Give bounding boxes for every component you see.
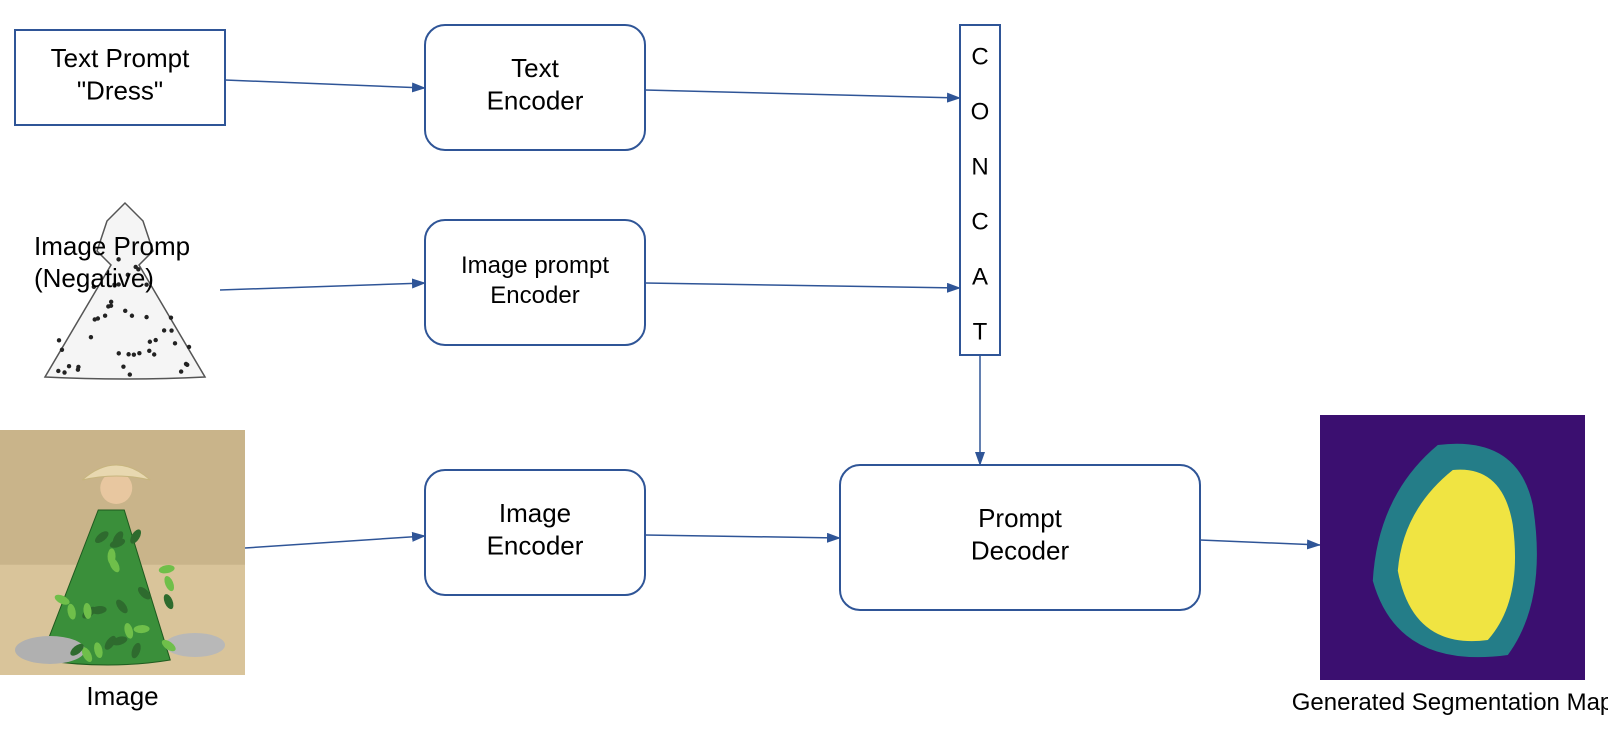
polka-dot: [123, 309, 127, 313]
node-image-encoder: Image Encoder: [425, 470, 645, 595]
polka-dot: [153, 338, 157, 342]
polka-dot: [57, 338, 61, 342]
polka-dot: [169, 315, 173, 319]
prompt-decoder-label-2: Decoder: [971, 536, 1070, 566]
concat-box: [960, 25, 1000, 355]
polka-dot: [152, 352, 156, 356]
edges-group: [220, 80, 1320, 548]
polka-dot: [76, 368, 80, 372]
polka-dot: [132, 352, 136, 356]
prompt-decoder-label-1: Prompt: [978, 503, 1063, 533]
edge-input_image-to-image_encoder: [245, 536, 425, 548]
edge-text_encoder-to-concat: [645, 90, 960, 98]
polka-dot: [137, 351, 141, 355]
node-concat: C O N C A T: [960, 25, 1000, 355]
polka-dot: [121, 364, 125, 368]
polka-dot: [173, 341, 177, 345]
concat-letters: C O N C A T: [971, 44, 990, 346]
edge-image_prompt-to-image_prompt_encoder: [220, 283, 425, 290]
rock-2: [165, 633, 225, 657]
polka-dot: [60, 348, 64, 352]
polka-dot: [89, 335, 93, 339]
image-prompt-encoder-label-1: Image prompt: [461, 252, 609, 279]
edge-prompt_decoder-to-output: [1200, 540, 1320, 545]
concat-letter: C: [971, 44, 988, 71]
concat-letter: O: [971, 99, 990, 126]
node-text-prompt: Text Prompt "Dress": [15, 30, 225, 125]
polka-dot: [109, 304, 113, 308]
polka-dot: [128, 372, 132, 376]
image-prompt-overlay-2: (Negative): [34, 263, 154, 293]
polka-dot: [185, 363, 189, 367]
polka-dot: [179, 369, 183, 373]
text-prompt-label-line1: Text Prompt: [51, 43, 190, 73]
node-input-image: Image: [0, 430, 245, 711]
nodes-group: Text Prompt "Dress" Image Promp (Negativ…: [0, 25, 1608, 716]
concat-letter: N: [971, 154, 988, 181]
polka-dot: [62, 370, 66, 374]
text-encoder-label-1: Text: [511, 53, 559, 83]
polka-dot: [187, 345, 191, 349]
edge-image_encoder-to-prompt_decoder: [645, 535, 840, 538]
image-prompt-encoder-label-2: Encoder: [490, 282, 579, 309]
diagram-canvas: Text Prompt "Dress" Image Promp (Negativ…: [0, 0, 1608, 748]
input-image-caption: Image: [86, 681, 158, 711]
edge-image_prompt_encoder-to-concat: [645, 283, 960, 288]
image-encoder-label-2: Encoder: [487, 531, 584, 561]
polka-dot: [148, 340, 152, 344]
polka-dot: [169, 328, 173, 332]
polka-dot: [117, 351, 121, 355]
node-prompt-decoder: Prompt Decoder: [840, 465, 1200, 610]
polka-dot: [126, 352, 130, 356]
polka-dot: [67, 364, 71, 368]
polka-dot: [130, 314, 134, 318]
polka-dot: [56, 369, 60, 373]
node-text-encoder: Text Encoder: [425, 25, 645, 150]
concat-letter: T: [973, 319, 988, 346]
concat-letter: A: [972, 264, 988, 291]
concat-letter: C: [971, 209, 988, 236]
polka-dot: [109, 300, 113, 304]
node-image-prompt: Image Promp (Negative): [30, 195, 220, 385]
image-encoder-label-1: Image: [499, 498, 571, 528]
text-encoder-label-2: Encoder: [487, 86, 584, 116]
image-prompt-overlay-1: Image Promp: [34, 231, 190, 261]
output-caption: Generated Segmentation Map: [1292, 689, 1608, 716]
polka-dot: [103, 314, 107, 318]
polka-dot: [162, 328, 166, 332]
node-output-heatmap: Generated Segmentation Map: [1292, 415, 1608, 716]
polka-dot: [147, 349, 151, 353]
text-prompt-label-line2: "Dress": [77, 76, 163, 106]
edge-text_prompt-to-text_encoder: [225, 80, 425, 88]
node-image-prompt-encoder: Image prompt Encoder: [425, 220, 645, 345]
polka-dot: [144, 315, 148, 319]
polka-dot: [96, 316, 100, 320]
